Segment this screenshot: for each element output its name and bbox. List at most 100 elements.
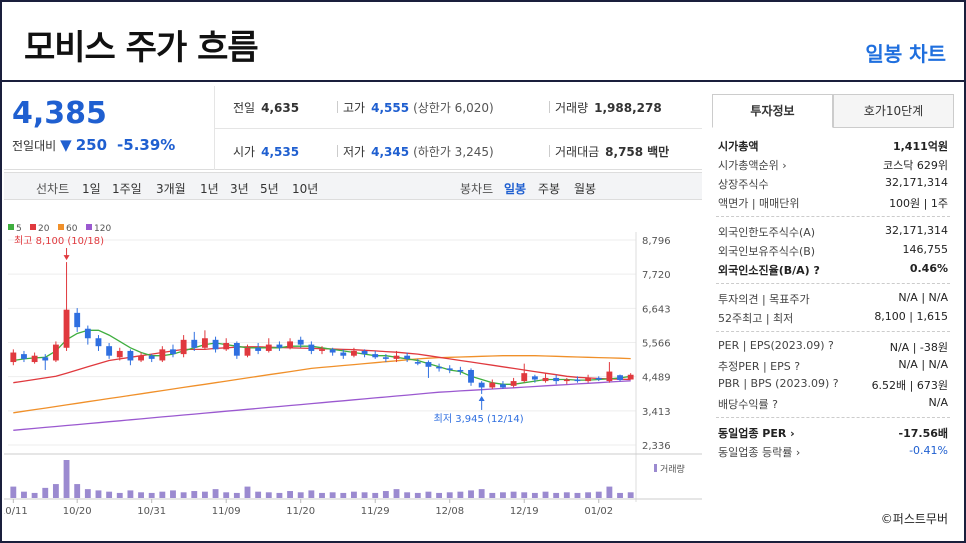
- volume-bar: [574, 492, 581, 498]
- volume-bar: [446, 492, 453, 498]
- chart-area: 5 20 60 120 최고 8,100 (10/18) 최저 3,945 (12/14…: [0, 202, 702, 520]
- volume-bar: [31, 492, 38, 498]
- stats-grid: 전일 4,635 고가 4,555 (상한가 6,020) 거래량 1,988,278 …: [214, 86, 702, 170]
- volume-bar: [244, 486, 251, 498]
- y-tick-label: 6,643: [642, 304, 671, 315]
- tab-investment-info[interactable]: 투자정보: [712, 94, 833, 128]
- volume-bar: [468, 490, 474, 498]
- candle-body: [180, 339, 187, 355]
- volume-bar: [63, 460, 70, 498]
- volume-bar: [116, 492, 123, 498]
- info-row: 배당수익률 ? N/A: [718, 396, 948, 412]
- candle-body: [468, 369, 474, 383]
- info-row: 시가총액순위 › 코스닥 629위: [718, 157, 948, 173]
- candle-body: [489, 382, 496, 388]
- change-label: 전일대비: [12, 138, 57, 153]
- info-value: 100원 | 1주: [889, 197, 948, 210]
- volume-bar: [21, 491, 27, 498]
- volume-bar: [180, 492, 187, 498]
- info-key: 동일업종 등락률 ›: [718, 446, 801, 459]
- candle-body: [265, 344, 272, 351]
- candle-body: [414, 362, 421, 364]
- info-row: 상장주식수 32,171,314: [718, 176, 948, 192]
- period-3m[interactable]: 3개월: [156, 182, 186, 196]
- info-row: 동일업종 PER › -17.56배: [718, 425, 948, 441]
- candle-body: [361, 350, 368, 355]
- candle-body: [553, 377, 560, 382]
- candle-monthly[interactable]: 월봉: [574, 182, 597, 196]
- info-value: 0.46%: [909, 262, 948, 275]
- candle-body: [372, 354, 379, 358]
- candle-body: [457, 369, 464, 372]
- candle-body: [500, 384, 506, 388]
- candle-body: [201, 338, 208, 348]
- candle-body: [287, 341, 293, 348]
- candle-daily[interactable]: 일봉: [504, 182, 527, 196]
- candle-body: [106, 346, 113, 356]
- candle-body: [223, 343, 230, 350]
- volume-bar: [212, 489, 219, 498]
- info-value: N/A | N/A: [898, 358, 948, 371]
- volume-bar: [265, 492, 272, 498]
- candle-body: [521, 373, 528, 382]
- down-arrow-icon: ▼: [60, 136, 72, 154]
- candle-body: [10, 352, 17, 363]
- legend-label: 20: [38, 224, 50, 234]
- period-bar: 선차트 1일 1주일 3개월 1년 3년 5년 10년 봉차트 일봉 주봉 월봉: [4, 172, 702, 200]
- info-value: 1,411억원: [892, 140, 948, 153]
- candle-body: [255, 347, 262, 351]
- candle-body: [244, 347, 251, 356]
- info-value: 32,171,314: [885, 176, 948, 189]
- candle-body: [606, 371, 613, 382]
- period-5y[interactable]: 5년: [260, 182, 279, 196]
- tab-order-book[interactable]: 호가10단계: [833, 94, 954, 128]
- candle-body: [393, 355, 400, 359]
- volume-bar: [595, 491, 602, 498]
- info-key: 시가총액순위 ›: [718, 159, 787, 172]
- candle-body: [63, 309, 70, 348]
- x-tick-label: 11/29: [361, 506, 390, 517]
- info-key: 상장주식수: [718, 178, 769, 191]
- change-percent: -5.39%: [117, 136, 176, 154]
- info-value: -17.56배: [898, 427, 948, 440]
- volume-bar: [382, 491, 389, 498]
- volume-bar: [287, 491, 293, 498]
- chart-grid: [4, 232, 702, 502]
- volume-bar: [542, 491, 549, 498]
- page-title: 모비스 주가 흐름: [24, 28, 259, 68]
- header: 모비스 주가 흐름 일봉 차트: [2, 2, 964, 82]
- candle-body: [74, 312, 81, 328]
- x-axis: 10/11 10/20 10/31 11/09 11/20 11/29 12/08 12/19…: [0, 498, 702, 517]
- legend-label: 120: [94, 224, 111, 234]
- volume-bar: [84, 489, 91, 498]
- volume-bar: [457, 491, 464, 498]
- info-key: 외국인보유주식수(B): [718, 245, 816, 258]
- y-tick-label: 4,489: [642, 373, 671, 384]
- volume-legend-swatch: [654, 464, 657, 472]
- info-key: PBR | BPS (2023.09) ?: [718, 377, 839, 390]
- period-10y[interactable]: 10년: [292, 182, 319, 196]
- volume-bar: [201, 491, 208, 498]
- info-row: 투자의견 | 목표주가 N/A | N/A: [718, 291, 948, 307]
- candle-body: [95, 338, 102, 347]
- candle-chart-label: 봉차트: [460, 182, 494, 196]
- volume-bar: [351, 491, 357, 498]
- volume-bar: [10, 486, 17, 498]
- volume-bar: [170, 490, 176, 498]
- period-1w[interactable]: 1주일: [112, 182, 142, 196]
- investment-info-panel: 투자정보 호가10단계 시가총액 1,411억원 시가총액순위 › 코스닥 629위 상…: [712, 94, 954, 494]
- stat-high: 고가 4,555 (상한가 6,020): [343, 101, 494, 115]
- volume-bar: [404, 492, 411, 498]
- candle-weekly[interactable]: 주봉: [538, 182, 561, 196]
- moving-averages: [13, 329, 631, 431]
- candle-body: [170, 349, 176, 355]
- x-tick-label: 11/09: [212, 506, 241, 517]
- volume-bar: [191, 491, 198, 498]
- legend-swatch: [30, 224, 36, 230]
- period-1d[interactable]: 1일: [82, 182, 101, 196]
- period-1y[interactable]: 1년: [200, 182, 219, 196]
- period-3y[interactable]: 3년: [230, 182, 249, 196]
- candle-body: [116, 350, 123, 358]
- candle-body: [308, 344, 315, 351]
